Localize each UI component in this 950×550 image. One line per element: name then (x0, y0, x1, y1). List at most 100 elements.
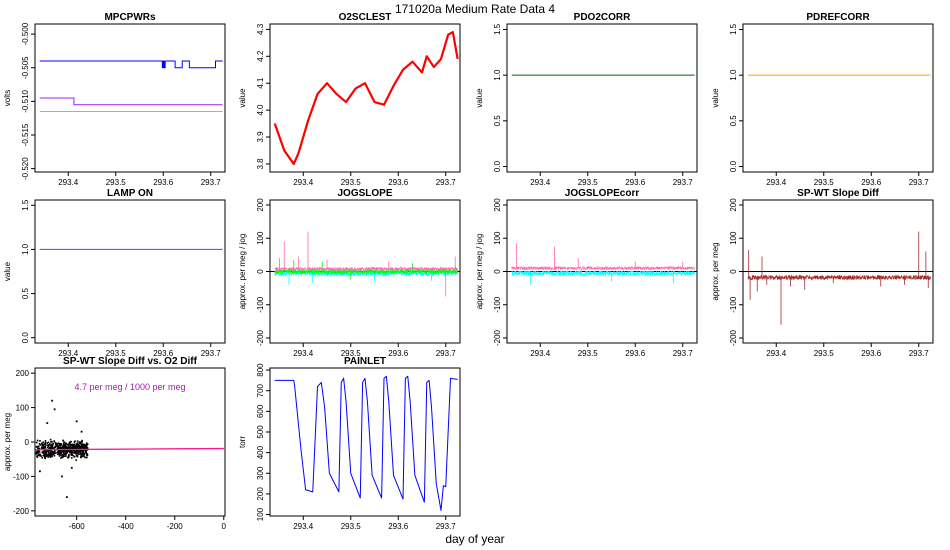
panel-title: MPCPWRs (104, 12, 156, 23)
scatter-point (45, 455, 48, 458)
scatter-point (56, 443, 58, 445)
fit-line (35, 447, 224, 451)
y-tick-label: 1.0 (493, 69, 502, 81)
scatter-point (58, 449, 61, 452)
scatter-point (64, 443, 66, 446)
y-tick-label: -0.515 (21, 123, 30, 146)
scatter-point (65, 442, 67, 445)
scatter-point (79, 450, 82, 452)
scatter-point (47, 450, 49, 452)
scatter-point (74, 451, 77, 453)
scatter-point (80, 451, 82, 454)
scatter-point (85, 442, 88, 444)
y-tick-label: 0 (729, 269, 738, 274)
scatter-point (65, 446, 67, 449)
x-tick-label: 293.5 (106, 178, 127, 187)
y-tick-label: -200 (729, 329, 738, 346)
scatter-point (69, 441, 71, 443)
scatter-point (73, 456, 76, 458)
scatter-point (74, 446, 76, 449)
y-tick-label: 100 (493, 231, 502, 245)
panel-frame (269, 367, 461, 517)
y-tick-label: 0.0 (21, 332, 30, 344)
scatter-point (61, 454, 64, 456)
y-tick-label: -100 (13, 472, 30, 481)
scatter-point (52, 447, 54, 449)
scatter-point (42, 451, 45, 454)
series-line (274, 375, 458, 511)
scatter-point (67, 444, 70, 446)
scatter-point (54, 442, 57, 444)
scatter-point (62, 451, 65, 454)
scatter-point (46, 446, 49, 449)
panel-frame (742, 199, 934, 344)
scatter-point (61, 456, 63, 458)
scatter-point (82, 446, 85, 448)
scatter-point (61, 475, 63, 478)
x-tick-label: 293.6 (861, 349, 882, 358)
panel-frame (34, 199, 226, 344)
scatter-point (81, 450, 83, 453)
y-tick-label: 200 (729, 198, 738, 212)
series-line (511, 269, 695, 277)
panel-data (507, 243, 697, 285)
scatter-point (56, 453, 59, 456)
scatter-point (53, 408, 56, 411)
scatter-point (65, 452, 67, 454)
scatter-point (57, 442, 60, 444)
y-tick-label: 0.0 (729, 160, 738, 172)
scatter-point (74, 440, 76, 443)
series-line (39, 60, 223, 69)
panel-frame (34, 23, 226, 173)
scatter-point (84, 456, 86, 459)
figure-xlabel: day of year (445, 532, 504, 546)
scatter-point (80, 456, 82, 458)
x-tick-label: 293.6 (388, 178, 409, 187)
panel-title: JOGSLOPEcorr (565, 188, 640, 199)
scatter-point (72, 454, 75, 457)
scatter-point (75, 420, 78, 423)
y-axis-label: volts (3, 90, 12, 106)
scatter-point (40, 455, 43, 457)
scatter-point (71, 446, 74, 449)
scatter-point (60, 443, 63, 445)
scatter-point (73, 443, 76, 446)
panel-painlet: PAINLET torr 293.4 293.5 293.6 293.7 100 200 300… (238, 356, 461, 531)
y-axis-label: approx. per meg / jog (475, 234, 484, 310)
scatter-point (78, 445, 80, 447)
y-axis-label: approx. per meg (3, 413, 12, 471)
scatter-point (65, 453, 67, 455)
scatter-point (67, 450, 70, 453)
panel-data (39, 60, 223, 112)
scatter-point (77, 450, 79, 452)
scatter-point (86, 443, 89, 445)
panel-frame (269, 23, 461, 173)
panel-mpcpwrs: MPCPWRs volts 293.4 293.5 293.6 293.7 -0.520 -0… (3, 12, 226, 187)
panel-data (270, 231, 460, 297)
x-tick-label: -400 (118, 522, 135, 531)
y-tick-label: 1.5 (729, 23, 738, 35)
fit-annotation: 4.7 per meg / 1000 per meg (74, 382, 185, 392)
scatter-point (59, 444, 62, 447)
scatter-point (47, 453, 50, 455)
scatter-point (68, 450, 71, 452)
scatter-point (70, 466, 73, 469)
scatter-point (50, 446, 52, 449)
scatter-point (76, 444, 79, 446)
scatter-point (49, 454, 52, 456)
scatter-point (39, 444, 42, 446)
scatter-point (51, 440, 53, 443)
y-tick-label: 0.5 (493, 115, 502, 127)
scatter-point (35, 451, 38, 454)
series-line (511, 265, 695, 271)
panel-jogslopecorr: JOGSLOPEcorr approx. per meg / jog 293.4 29… (475, 188, 698, 358)
scatter-point (35, 452, 38, 455)
scatter-point (70, 457, 73, 459)
scatter-point (39, 454, 41, 457)
scatter-point (46, 442, 48, 444)
scatter-point (85, 451, 87, 454)
x-tick-label: 293.4 (530, 349, 551, 358)
scatter-point (42, 441, 44, 444)
scatter-point (64, 452, 66, 455)
series-line (747, 274, 931, 281)
